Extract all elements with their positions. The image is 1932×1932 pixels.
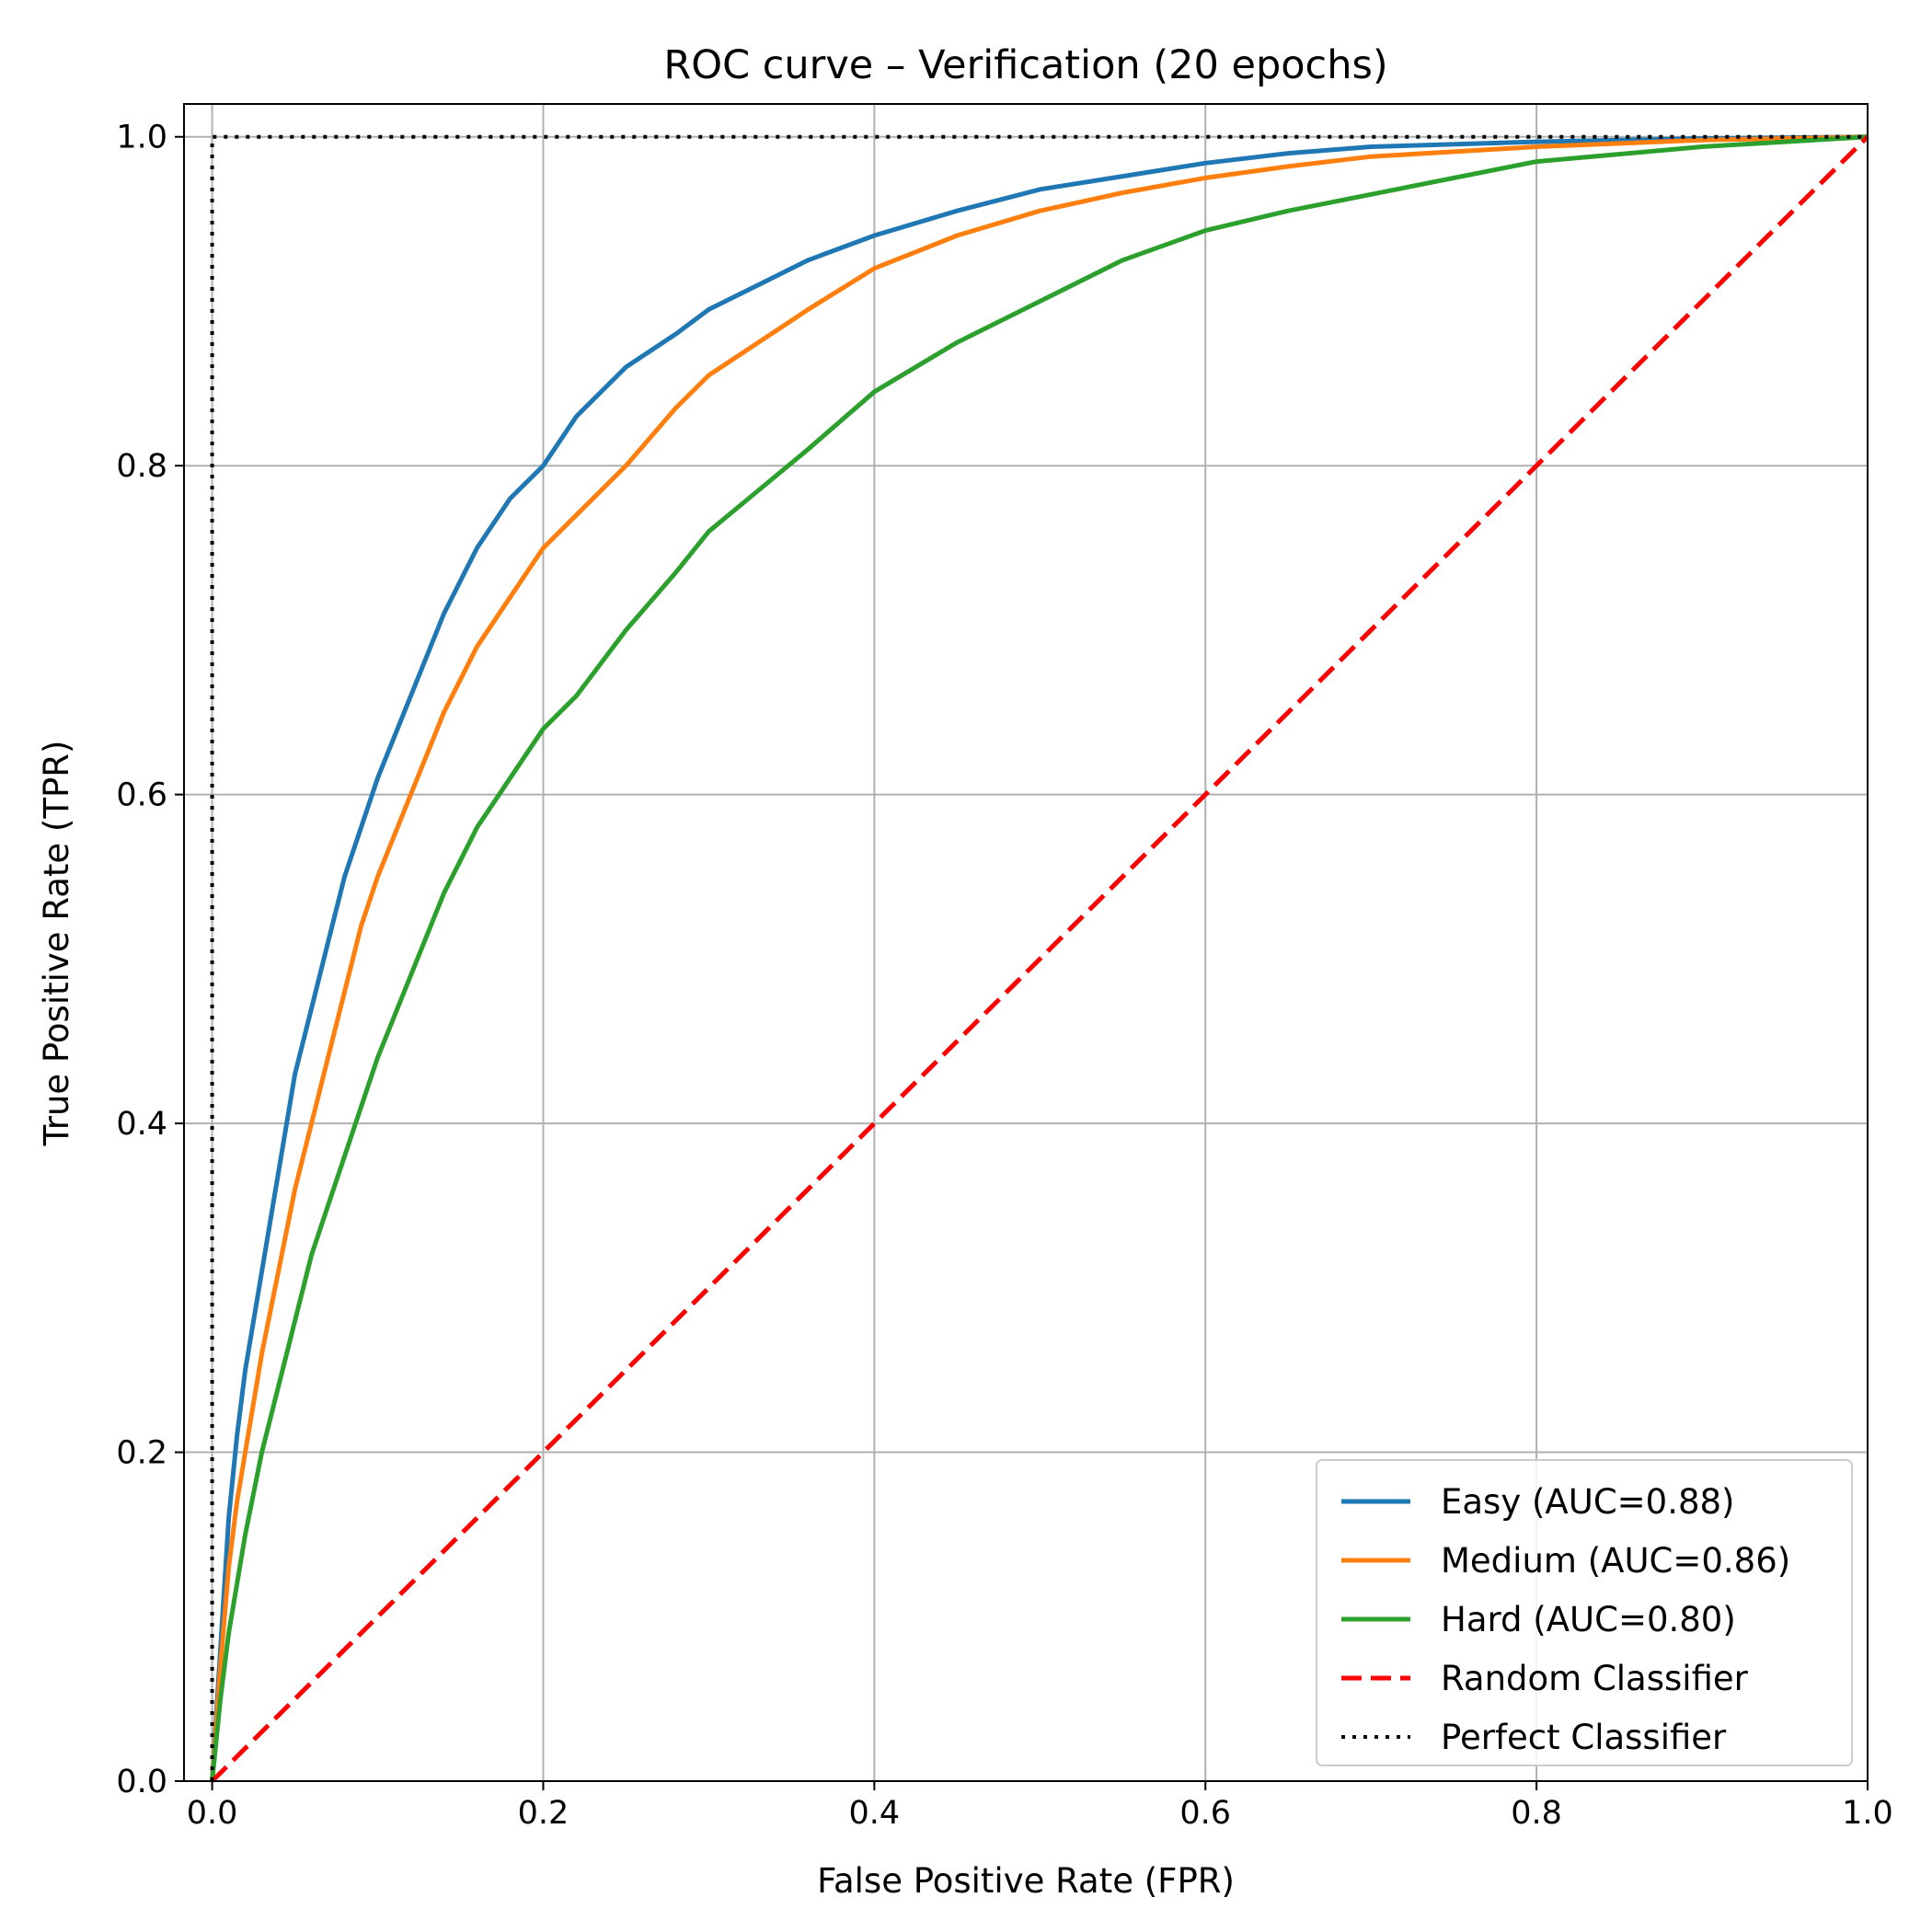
x-tick-label: 0.8 [1511, 1795, 1562, 1832]
easy-roc-line [210, 134, 1869, 1782]
x-tick-label: 0.4 [849, 1795, 901, 1832]
x-tick-label: 0.6 [1179, 1795, 1231, 1832]
random-classifier-line [210, 134, 1869, 1783]
medium-roc-line [210, 134, 1869, 1782]
legend-label: Random Classifier [1441, 1659, 1749, 1698]
legend-label: Perfect Classifier [1441, 1718, 1727, 1757]
legend: Easy (AUC=0.88) Medium (AUC=0.86) Hard (AU… [1316, 1459, 1853, 1766]
grid [184, 104, 1869, 1782]
hard-roc-line [210, 134, 1869, 1782]
y-tick-label: 0.8 [116, 448, 167, 485]
x-tick-label: 0.2 [518, 1795, 569, 1832]
y-tick-label: 1.0 [116, 120, 167, 156]
chart-title: ROC curve – Verification (20 epochs) [663, 42, 1387, 88]
ticks: 0.0 0.2 0.4 0.6 0.8 1.0 0.0 0.2 0.4 0.6 0.8 1.0 [116, 120, 1893, 1832]
y-tick-label: 0.4 [116, 1106, 167, 1143]
legend-label: Hard (AUC=0.80) [1441, 1600, 1736, 1639]
x-tick-label: 0.0 [187, 1795, 238, 1832]
x-tick-label: 1.0 [1842, 1795, 1893, 1832]
legend-box [1316, 1459, 1853, 1766]
plot-frame [183, 103, 1869, 1782]
series-group [210, 134, 1869, 1783]
y-tick-label: 0.6 [116, 777, 167, 814]
legend-label: Medium (AUC=0.86) [1441, 1541, 1790, 1581]
y-axis-label: True Positive Rate (TPR) [37, 741, 76, 1147]
legend-label: Easy (AUC=0.88) [1441, 1482, 1734, 1522]
x-axis-label: False Positive Rate (FPR) [817, 1861, 1235, 1901]
y-tick-label: 0.2 [116, 1435, 167, 1472]
y-tick-label: 0.0 [116, 1764, 167, 1800]
